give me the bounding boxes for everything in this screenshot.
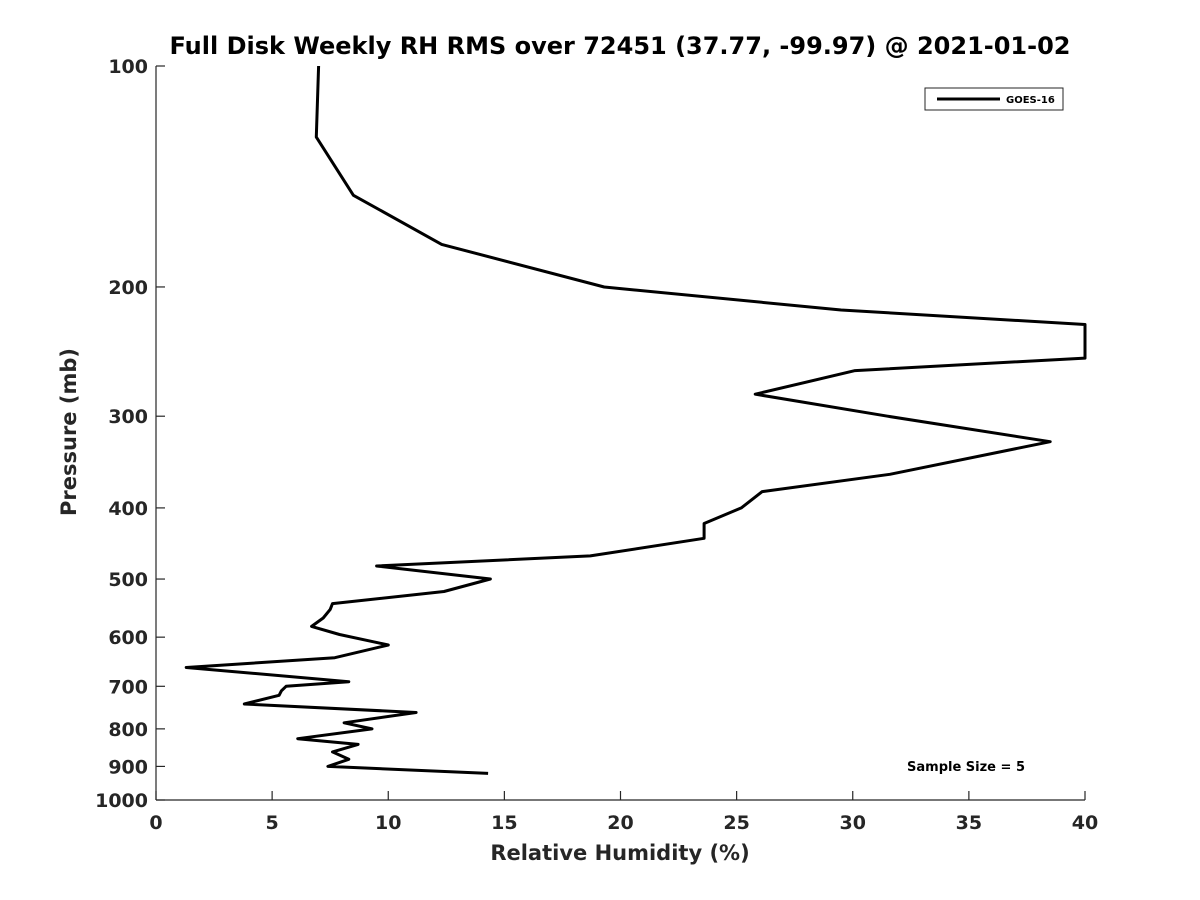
y-tick-label: 400 (108, 498, 148, 520)
x-axis-ticks: 0 5 10 15 20 25 30 35 40 (149, 791, 1098, 834)
x-tick-label: 30 (840, 812, 866, 834)
y-tick-label: 900 (108, 756, 148, 778)
y-tick-label: 300 (108, 406, 148, 428)
y-axis-label: Pressure (mb) (57, 348, 81, 516)
chart-title: Full Disk Weekly RH RMS over 72451 (37.7… (169, 32, 1070, 60)
y-tick-label: 500 (108, 569, 148, 591)
y-tick-label: 600 (108, 627, 148, 649)
y-tick-label: 100 (108, 56, 148, 78)
y-axis-ticks: 100 200 300 400 500 600 700 800 900 1000 (95, 56, 165, 812)
x-tick-label: 25 (723, 812, 749, 834)
x-axis-label: Relative Humidity (%) (490, 841, 749, 865)
x-tick-label: 15 (491, 812, 517, 834)
y-tick-label: 200 (108, 277, 148, 299)
y-tick-label: 800 (108, 719, 148, 741)
x-tick-label: 5 (266, 812, 279, 834)
legend: GOES-16 (924, 87, 1064, 111)
x-tick-label: 10 (375, 812, 401, 834)
x-tick-label: 20 (607, 812, 633, 834)
legend-label-goes-16: GOES-16 (1006, 95, 1055, 106)
x-tick-label: 0 (149, 812, 162, 834)
x-tick-label: 40 (1072, 812, 1098, 834)
series-line-goes-16 (184, 65, 1087, 775)
x-tick-label: 35 (956, 812, 982, 834)
sample-size-annotation: Sample Size = 5 (907, 760, 1025, 775)
y-tick-label: 700 (108, 676, 148, 698)
y-tick-label: 1000 (95, 790, 148, 812)
